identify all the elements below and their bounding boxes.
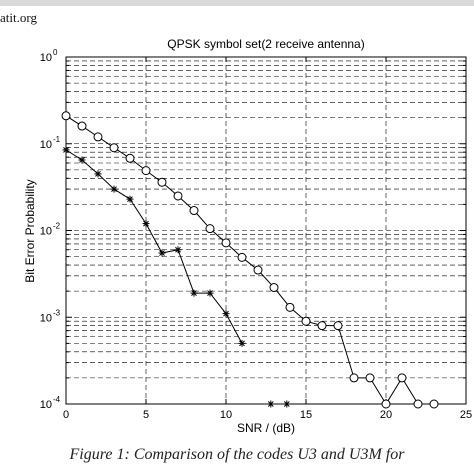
data-point-circle — [77, 121, 87, 131]
grid — [66, 57, 466, 404]
y-axis-label: Bit Error Probability — [23, 179, 37, 282]
y-tick-label: 10 — [40, 399, 52, 411]
data-point-star — [174, 246, 182, 254]
data-point-circle — [125, 153, 135, 163]
data-point-circle — [93, 132, 103, 142]
data-point-circle — [365, 373, 375, 383]
data-point-circle — [285, 302, 295, 312]
data-point-circle — [109, 143, 119, 153]
data-point-star — [158, 249, 166, 257]
data-point-circle — [317, 321, 327, 331]
y-tick-exponent: -1 — [53, 135, 61, 144]
data-point-star — [110, 185, 118, 193]
series-line — [65, 115, 434, 405]
x-tick-label: 20 — [380, 409, 392, 421]
data-point-star — [94, 170, 102, 178]
series-layer — [61, 111, 439, 409]
y-tick-exponent: -3 — [53, 308, 61, 317]
data-point-circle — [381, 399, 391, 409]
y-tick-exponent: -4 — [53, 395, 61, 404]
x-axis-label: SNR / (dB) — [237, 421, 295, 435]
data-point-circle — [189, 206, 199, 216]
data-point-star — [126, 195, 134, 203]
x-tick-label: 10 — [220, 409, 232, 421]
chart-title: QPSK symbol set(2 receive antenna) — [167, 37, 364, 51]
data-point-star — [62, 146, 70, 154]
y-tick-label: 10 — [40, 52, 52, 64]
data-point-circle — [413, 399, 423, 409]
top-bar — [0, 0, 474, 6]
data-point-star — [238, 339, 246, 347]
series-line — [65, 149, 243, 344]
x-tick-label: 15 — [300, 409, 312, 421]
data-point-circle — [237, 252, 247, 262]
data-point-circle — [141, 166, 151, 176]
data-point-circle — [429, 399, 439, 409]
x-tick-label: 25 — [460, 409, 472, 421]
data-point-star — [190, 289, 198, 297]
data-point-circle — [221, 238, 231, 248]
data-point-star — [78, 156, 86, 164]
y-tick-label: 10 — [40, 226, 52, 238]
y-tick-label: 10 — [40, 312, 52, 324]
data-point-circle — [397, 373, 407, 383]
x-tick-label: 5 — [143, 409, 149, 421]
figure-caption: Figure 1: Comparison of the codes U3 and… — [69, 446, 405, 463]
x-tick-label: 0 — [63, 409, 69, 421]
data-point-circle — [61, 111, 71, 121]
site-name: atit.org — [0, 10, 37, 25]
data-point-circle — [349, 373, 359, 383]
data-point-star — [206, 289, 214, 297]
data-point-star — [222, 310, 230, 318]
data-point-star — [283, 400, 291, 408]
data-point-circle — [205, 224, 215, 234]
data-point-circle — [269, 283, 279, 293]
y-tick-exponent: 0 — [53, 48, 58, 57]
data-point-circle — [157, 177, 167, 187]
data-point-star — [267, 400, 275, 408]
data-point-circle — [301, 316, 311, 326]
y-tick-exponent: -2 — [53, 222, 61, 231]
data-point-circle — [253, 265, 263, 275]
data-point-star — [142, 220, 150, 228]
data-point-circle — [173, 191, 183, 201]
data-point-circle — [333, 321, 343, 331]
y-tick-label: 10 — [40, 139, 52, 151]
